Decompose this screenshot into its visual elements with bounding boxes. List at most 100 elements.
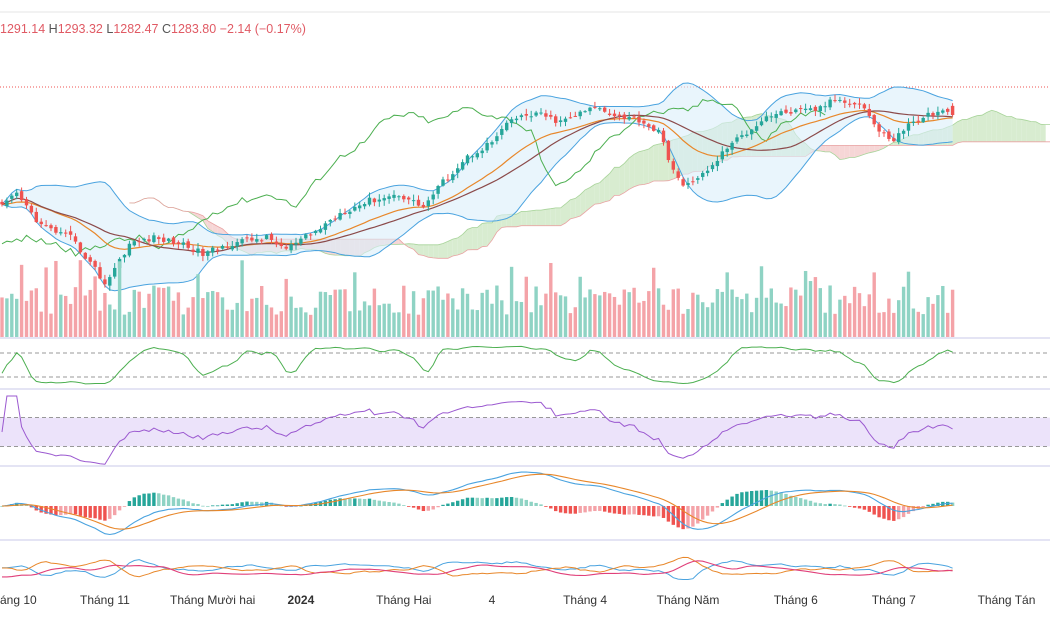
macd-histogram-bar [730,496,734,506]
x-tick-label: 2024 [288,593,315,607]
ichimoku-cloud [492,216,497,241]
volume-bar [593,294,597,337]
macd-histogram-bar [88,506,92,518]
dmi-panel[interactable] [2,556,953,580]
volume-bar [392,312,396,337]
candle-body [328,219,332,222]
candle-body [882,132,886,134]
bollinger-upper [1,82,953,236]
volume-bar [617,304,622,337]
volume-bar [382,303,386,337]
candle-body [671,161,675,170]
macd-histogram-bar [235,503,239,506]
ichimoku-cloud [585,187,590,213]
volume-bar [407,313,411,337]
volume-bar [563,296,568,337]
volume-bar [421,298,426,337]
macd-histogram-bar [407,506,411,507]
macd-histogram-bar [397,503,401,506]
macd-histogram-bar [470,497,475,506]
volume-bar [495,285,499,337]
candle-body [421,204,426,208]
macd-histogram-bar [852,506,857,508]
high-value: 1293.32 [57,22,103,36]
volume-bar [127,311,132,337]
macd-histogram-bar [617,506,622,514]
macd-histogram-bar [220,504,225,506]
candle-body [754,126,759,131]
macd-panel[interactable] [0,471,1050,541]
volume-bar [328,295,332,337]
macd-histogram-bar [39,506,43,513]
volume-bar [558,295,563,337]
macd-histogram-bar [583,506,587,513]
ichimoku-cloud [653,144,659,181]
macd-histogram-bar [480,498,484,506]
volume-bar [362,301,367,337]
volume-bar [803,270,808,337]
macd-histogram-bar [250,501,254,506]
rsi-band [0,417,1050,447]
ichimoku-cloud [531,210,537,226]
candle-body [892,138,896,142]
candle-body [215,249,220,251]
volume-bar [877,312,881,337]
candle-body [686,183,690,186]
volume-bar [39,311,43,337]
volume-bar [544,293,548,337]
ichimoku-cloud [879,145,884,151]
candle-body [647,124,651,127]
rsi-panel[interactable] [0,395,1050,467]
candle-body [823,106,827,108]
ichimoku-cloud [624,158,630,193]
candle-body [843,100,847,103]
macd-histogram-bar [98,506,102,520]
candle-body [514,118,519,121]
ichimoku-cloud [575,194,581,218]
candle-body [64,232,68,234]
candle-body [34,211,38,222]
volume-bar [309,314,313,337]
bollinger-lower [1,116,953,292]
volume-bar [446,293,450,337]
candle-body [426,200,430,207]
volume-bar [671,289,675,337]
volume-bar [583,297,587,337]
macd-histogram-bar [328,499,332,506]
ichimoku-cloud [619,163,625,196]
macd-histogram-bar [49,506,53,515]
volume-bar [49,313,53,337]
volume-bar [892,312,896,337]
candle-body [127,243,132,256]
candle-body [230,246,234,250]
volume-bar [343,289,347,337]
volume-bar [19,264,24,337]
stochastic-panel[interactable] [0,345,1050,390]
candle-body [279,243,283,247]
ichimoku-cloud [447,239,453,259]
volume-bar [769,288,773,337]
macd-histogram-bar [284,506,288,507]
candle-body [745,134,749,136]
volume-bar [833,313,837,337]
candle-body [83,252,87,259]
candle-body [544,113,548,117]
volume-bar [862,306,867,337]
price-panel[interactable] [0,82,1050,292]
volume-bar [372,288,377,337]
macd-histogram-bar [196,503,200,506]
macd-histogram-bar [103,506,107,521]
candle-body [196,248,200,253]
candle-body [460,162,465,170]
volume-bar [358,310,362,337]
volume-bar [24,300,29,337]
candle-body [701,172,705,177]
candle-body [436,185,440,194]
macd-histogram-bar [529,501,533,506]
volume-bar [59,294,63,337]
candle-body [407,197,411,200]
candle-body [181,242,185,245]
macd-histogram-bar [740,492,744,506]
candle-body [470,156,475,158]
